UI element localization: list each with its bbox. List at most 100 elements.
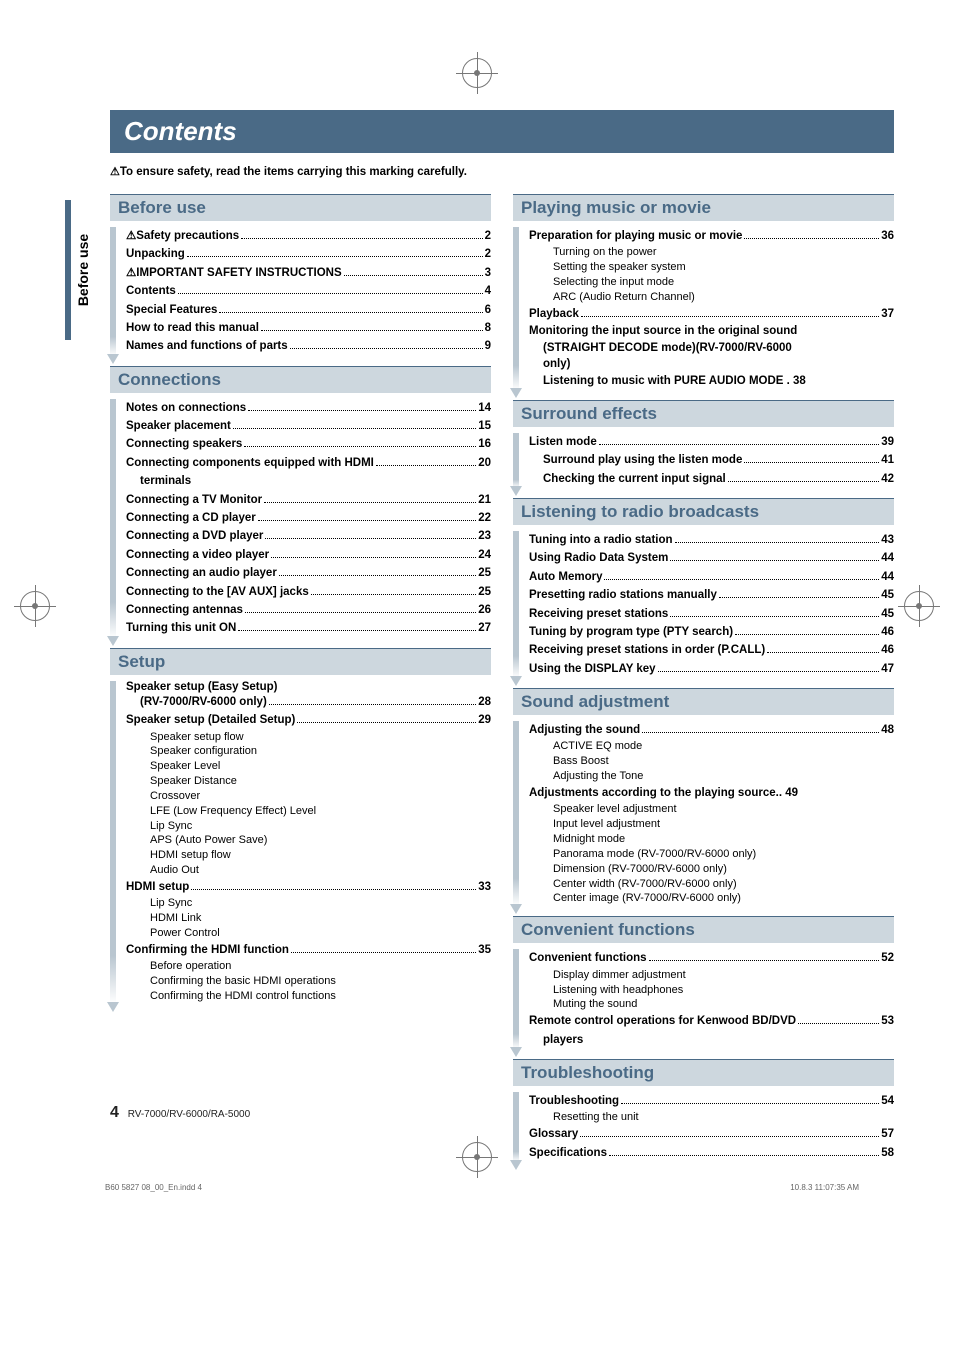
- toc-entry[interactable]: Using Radio Data System44: [523, 549, 894, 567]
- toc-entry[interactable]: Adjusting the sound48: [523, 721, 894, 739]
- toc-subitem[interactable]: Display dimmer adjustment: [523, 968, 894, 983]
- toc-entry[interactable]: Auto Memory44: [523, 568, 894, 586]
- toc-subitem[interactable]: Before operation: [120, 959, 491, 974]
- toc-subitem[interactable]: ARC (Audio Return Channel): [523, 290, 894, 305]
- toc-entry[interactable]: Receiving preset stations45: [523, 605, 894, 623]
- toc-entry[interactable]: Confirming the HDMI function35: [120, 941, 491, 959]
- toc-entry[interactable]: Preparation for playing music or movie36: [523, 227, 894, 245]
- toc-entry[interactable]: Checking the current input signal42: [523, 470, 894, 488]
- toc-subitem[interactable]: Listening with headphones: [523, 983, 894, 998]
- toc-entry[interactable]: Glossary57: [523, 1125, 894, 1143]
- section-body: Convenient functions52Display dimmer adj…: [513, 949, 894, 1049]
- toc-subitem[interactable]: Resetting the unit: [523, 1110, 894, 1125]
- toc-label: Unpacking: [126, 245, 185, 263]
- toc-leader-dots: [271, 557, 476, 558]
- toc-entry[interactable]: Speaker setup (Detailed Setup)29: [120, 711, 491, 729]
- toc-subitem[interactable]: ACTIVE EQ mode: [523, 739, 894, 754]
- toc-label: Adjustments according to the playing sou…: [529, 784, 776, 802]
- toc-entry[interactable]: Tuning into a radio station43: [523, 531, 894, 549]
- toc-label: Tuning into a radio station: [529, 531, 673, 549]
- toc-entry[interactable]: HDMI setup33: [120, 878, 491, 896]
- toc-subitem[interactable]: Turning on the power: [523, 245, 894, 260]
- toc-entry[interactable]: Speaker placement15: [120, 417, 491, 435]
- toc-label: Auto Memory: [529, 568, 602, 586]
- toc-entry[interactable]: Surround play using the listen mode41: [523, 451, 894, 469]
- toc-subitem[interactable]: Adjusting the Tone: [523, 769, 894, 784]
- toc-subitem[interactable]: Speaker level adjustment: [523, 802, 894, 817]
- toc-entry[interactable]: Turning this unit ON27: [120, 619, 491, 637]
- crop-mark-top: [462, 58, 492, 88]
- toc-page: 3: [485, 264, 491, 282]
- toc-entry[interactable]: Connecting speakers16: [120, 435, 491, 453]
- toc-subitem[interactable]: Confirming the basic HDMI operations: [120, 974, 491, 989]
- toc-entry[interactable]: Notes on connections14: [120, 399, 491, 417]
- toc-entry[interactable]: ⚠Safety precautions2: [120, 227, 491, 245]
- toc-entry[interactable]: Troubleshooting54: [523, 1092, 894, 1110]
- toc-subitem[interactable]: Speaker Level: [120, 759, 491, 774]
- toc-page: 45: [881, 605, 894, 623]
- toc-entry[interactable]: Tuning by program type (PTY search)46: [523, 623, 894, 641]
- toc-label: Connecting antennas: [126, 601, 243, 619]
- toc-subitem[interactable]: Center width (RV-7000/RV-6000 only): [523, 877, 894, 892]
- toc-subitem[interactable]: Lip Sync: [120, 896, 491, 911]
- toc-leader-dots: [670, 616, 879, 617]
- toc-leader-dots: [642, 732, 879, 733]
- toc-subitem[interactable]: Audio Out: [120, 863, 491, 878]
- toc-subitem[interactable]: Crossover: [120, 789, 491, 804]
- toc-entry[interactable]: How to read this manual8: [120, 319, 491, 337]
- toc-entry[interactable]: Connecting an audio player25: [120, 564, 491, 582]
- toc-page: 46: [881, 641, 894, 659]
- toc-subitem[interactable]: Confirming the HDMI control functions: [120, 989, 491, 1004]
- toc-entry[interactable]: Specifications58: [523, 1144, 894, 1162]
- toc-label: Tuning by program type (PTY search): [529, 623, 733, 641]
- toc-entry[interactable]: Convenient functions52: [523, 949, 894, 967]
- toc-subitem[interactable]: Dimension (RV-7000/RV-6000 only): [523, 862, 894, 877]
- toc-entry[interactable]: Connecting a TV Monitor21: [120, 491, 491, 509]
- toc-subitem[interactable]: Power Control: [120, 926, 491, 941]
- toc-leader-dots: [735, 634, 879, 635]
- toc-page: 44: [881, 549, 894, 567]
- toc-entry[interactable]: Receiving preset stations in order (P.CA…: [523, 641, 894, 659]
- toc-entry[interactable]: Listen mode39: [523, 433, 894, 451]
- toc-subitem[interactable]: Muting the sound: [523, 997, 894, 1012]
- toc-entry[interactable]: Adjustments according to the playing sou…: [523, 784, 894, 802]
- toc-entry[interactable]: Connecting a video player24: [120, 546, 491, 564]
- toc-entry[interactable]: Speaker setup (Easy Setup)(RV-7000/RV-60…: [120, 681, 491, 711]
- toc-entry[interactable]: Names and functions of parts9: [120, 337, 491, 355]
- toc-entry[interactable]: Remote control operations for Kenwood BD…: [523, 1012, 894, 1049]
- toc-subitem[interactable]: Speaker setup flow: [120, 730, 491, 745]
- toc-entry[interactable]: Connecting components equipped with HDMI…: [120, 454, 491, 491]
- toc-entry[interactable]: ⚠IMPORTANT SAFETY INSTRUCTIONS3: [120, 264, 491, 282]
- toc-page: 33: [478, 878, 491, 896]
- toc-entry[interactable]: Monitoring the input source in the origi…: [523, 323, 894, 390]
- toc-entry[interactable]: Connecting to the [AV AUX] jacks25: [120, 583, 491, 601]
- toc-page: 14: [478, 399, 491, 417]
- toc-entry[interactable]: Special Features6: [120, 301, 491, 319]
- toc-subitem[interactable]: Input level adjustment: [523, 817, 894, 832]
- toc-subitem[interactable]: Center image (RV-7000/RV-6000 only): [523, 891, 894, 906]
- toc-page: .. 49: [776, 784, 798, 802]
- toc-subitem[interactable]: LFE (Low Frequency Effect) Level: [120, 804, 491, 819]
- toc-entry[interactable]: Unpacking2: [120, 245, 491, 263]
- section-header: Sound adjustment: [513, 688, 894, 715]
- toc-subitem[interactable]: HDMI Link: [120, 911, 491, 926]
- toc-entry[interactable]: Connecting a DVD player23: [120, 527, 491, 545]
- toc-label: Connecting a DVD player: [126, 527, 263, 545]
- toc-entry[interactable]: Presetting radio stations manually45: [523, 586, 894, 604]
- toc-subitem[interactable]: Setting the speaker system: [523, 260, 894, 275]
- toc-subitem[interactable]: Midnight mode: [523, 832, 894, 847]
- toc-entry[interactable]: Contents4: [120, 282, 491, 300]
- toc-entry[interactable]: Playback37: [523, 305, 894, 323]
- toc-subitem[interactable]: Panorama mode (RV-7000/RV-6000 only): [523, 847, 894, 862]
- toc-subitem[interactable]: Speaker Distance: [120, 774, 491, 789]
- toc-entry[interactable]: Connecting antennas26: [120, 601, 491, 619]
- toc-subitem[interactable]: Lip Sync: [120, 819, 491, 834]
- toc-subitem[interactable]: Selecting the input mode: [523, 275, 894, 290]
- toc-subitem[interactable]: HDMI setup flow: [120, 848, 491, 863]
- toc-subitem[interactable]: APS (Auto Power Save): [120, 833, 491, 848]
- toc-entry[interactable]: Connecting a CD player22: [120, 509, 491, 527]
- toc-entry[interactable]: Using the DISPLAY key47: [523, 660, 894, 678]
- toc-label: Turning this unit ON: [126, 619, 236, 637]
- toc-subitem[interactable]: Speaker configuration: [120, 744, 491, 759]
- toc-subitem[interactable]: Bass Boost: [523, 754, 894, 769]
